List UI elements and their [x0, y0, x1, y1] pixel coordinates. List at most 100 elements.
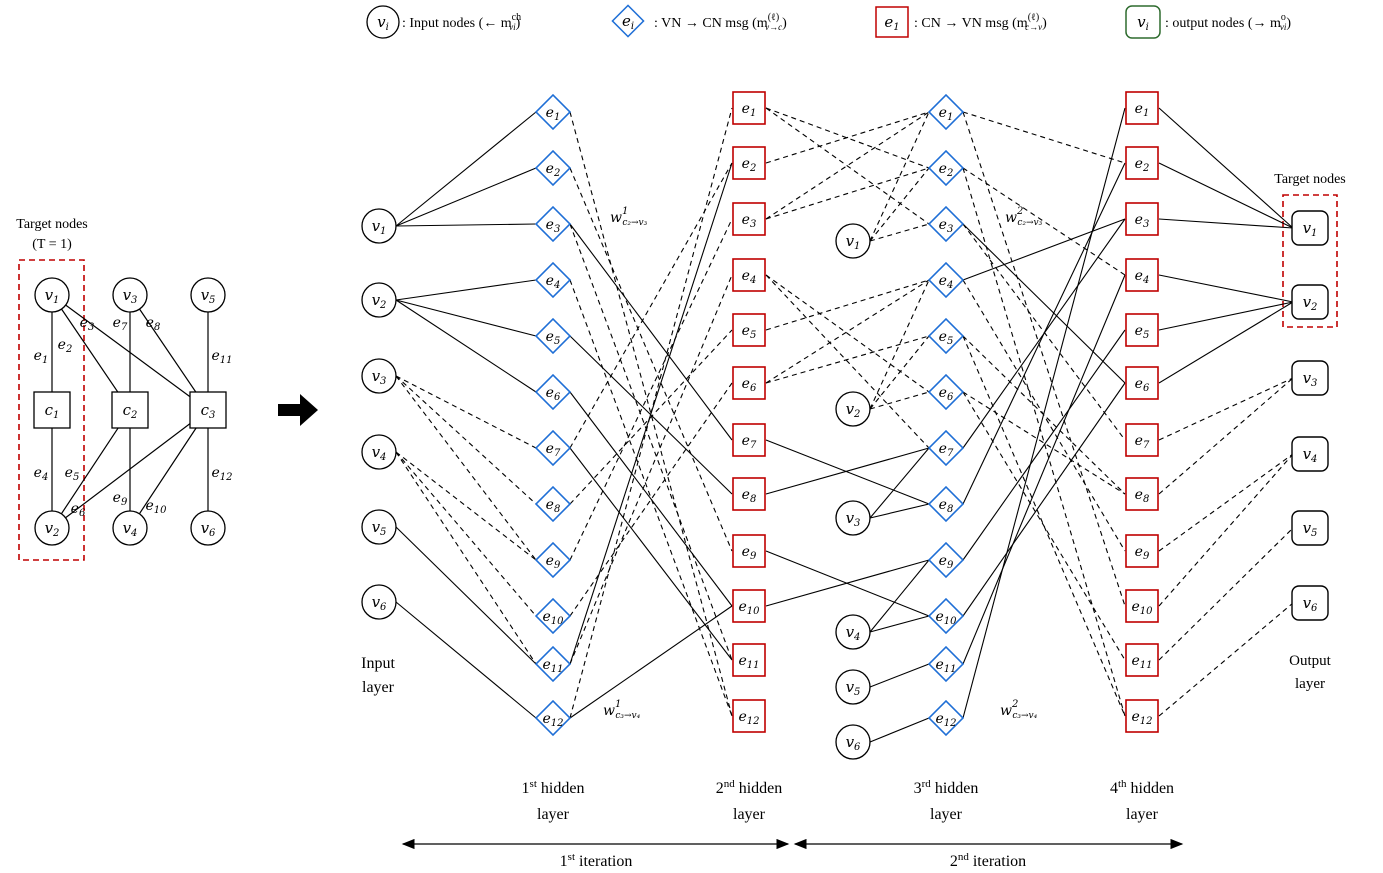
hidden2-cn-node: e9: [732, 534, 766, 568]
svg-text:e10: e10: [542, 609, 564, 627]
hidden2-cn-node: e8: [732, 477, 766, 511]
message-edge: [962, 382, 1126, 617]
channel-var-node: v6: [835, 724, 871, 760]
output-layer-label: Output: [1289, 653, 1332, 669]
tanner-edge-label: e2: [58, 337, 73, 355]
legend-input-node: vi : Input nodes (← mch vi): [366, 5, 521, 39]
message-edge-dashed: [1158, 377, 1294, 495]
svg-text:e11: e11: [935, 657, 956, 675]
svg-text:e2: e2: [742, 156, 757, 174]
tanner-var-node: v6: [190, 510, 226, 546]
message-edge-dashed: [569, 218, 733, 561]
message-edge-dashed: [962, 335, 1126, 495]
message-edge: [869, 559, 930, 633]
message-edge-dashed: [1158, 602, 1294, 717]
hidden-layer-1-word: layer: [537, 806, 570, 823]
input-layer-label: Input: [361, 655, 395, 672]
hidden3-vn-node: e6: [927, 373, 965, 411]
svg-text:e5: e5: [939, 329, 954, 347]
hidden3-vn-node: e9: [927, 541, 965, 579]
tanner-var-node: v1: [34, 277, 70, 313]
message-edge: [962, 329, 1126, 561]
message-edge-dashed: [962, 111, 1126, 164]
tanner-target-t: (T = 1): [32, 237, 72, 252]
message-edge: [962, 162, 1126, 505]
message-edge: [1158, 301, 1294, 384]
hidden1-vn-node: e5: [534, 317, 572, 355]
tanner-edge: [129, 294, 209, 411]
message-edge-dashed: [569, 162, 733, 449]
svg-text:e7: e7: [1135, 433, 1150, 451]
svg-text:e7: e7: [546, 441, 561, 459]
hidden4-cn-node: e10: [1125, 589, 1159, 623]
hidden4-cn-node: e11: [1125, 643, 1159, 677]
svg-text:e5: e5: [742, 323, 757, 341]
hidden2-cn-node: e4: [732, 258, 766, 292]
message-edge-dashed: [395, 375, 537, 561]
svg-text:v6: v6: [1303, 594, 1318, 614]
tanner-check-node: c1: [33, 391, 71, 429]
hidden-layer-2-word: layer: [733, 806, 766, 823]
hidden3-vn-node: e8: [927, 485, 965, 523]
legend: vi : Input nodes (← mch vi) ei : VN → CN …: [366, 4, 1291, 39]
message-edge-dashed: [765, 279, 930, 331]
message-edge-dashed: [765, 167, 930, 220]
svg-text:e9: e9: [742, 544, 757, 562]
hidden3-vn-node: e10: [927, 597, 965, 635]
weight-w2-c2-v3: w2 c₂→v₃: [1005, 206, 1043, 228]
message-edge-dashed: [569, 329, 733, 505]
target-nodes-label: Target nodes: [1274, 172, 1345, 187]
svg-text:e3: e3: [546, 217, 561, 235]
hidden-layer-1-label: 1st hidden: [522, 778, 585, 797]
svg-text:c3: c3: [201, 401, 216, 421]
output-var-node: v5: [1291, 510, 1329, 546]
svg-text:: VN → CN msg (m(ℓ)v→c): : VN → CN msg (m(ℓ) v→c): [654, 12, 787, 32]
weight-w2-c3-v4: w2 c₃→v₄: [1000, 699, 1038, 721]
hidden-layer-3-label: 3rd hidden: [914, 778, 979, 797]
svg-text:e3: e3: [1135, 212, 1150, 230]
message-edge: [962, 274, 1126, 665]
svg-text:v6: v6: [201, 519, 216, 539]
svg-text:v4: v4: [372, 443, 387, 463]
hidden-layer-3-word: layer: [930, 806, 963, 823]
svg-text:v4: v4: [846, 623, 861, 643]
message-edge: [962, 107, 1126, 719]
svg-text:e2: e2: [546, 161, 561, 179]
input-var-node: v3: [361, 358, 397, 394]
svg-text:c2: c2: [123, 401, 138, 421]
svg-text:v1: v1: [45, 286, 60, 306]
tanner-edge-label: e7: [113, 315, 128, 333]
svg-text:e5: e5: [546, 329, 561, 347]
svg-text:e8: e8: [1135, 487, 1150, 505]
output-var-node: v3: [1291, 360, 1329, 396]
weight-w1-c2-v3: w1 c₂→v₃: [610, 206, 648, 228]
tanner-edge: [51, 409, 131, 529]
input-var-node: v6: [361, 584, 397, 620]
svg-text:v2: v2: [45, 519, 60, 539]
legend-vn-node: ei : VN → CN msg (m(ℓ) v→c): [611, 4, 787, 38]
svg-text:e7: e7: [742, 433, 757, 451]
svg-text:e8: e8: [742, 487, 757, 505]
message-edge: [569, 605, 733, 719]
message-edge: [395, 111, 537, 227]
svg-text:v5: v5: [372, 518, 387, 538]
message-edge-dashed: [869, 335, 930, 410]
svg-text:e6: e6: [546, 385, 561, 403]
tanner-check-node: c2: [111, 391, 149, 429]
tanner-edge-label: e11: [211, 348, 232, 366]
message-edge-dashed: [869, 279, 930, 410]
hidden2-cn-node: e3: [732, 202, 766, 236]
svg-text:e12: e12: [935, 711, 956, 729]
message-edge: [765, 559, 930, 607]
message-edge-dashed: [962, 223, 1126, 441]
network-edges: [395, 107, 1294, 743]
svg-text:v1: v1: [372, 217, 387, 237]
message-edge-dashed: [765, 274, 930, 393]
message-edge: [962, 223, 1126, 384]
message-edge-dashed: [395, 375, 537, 505]
message-edge-dashed: [962, 279, 1126, 552]
hidden3-vn-node: e2: [927, 149, 965, 187]
hidden2-cn-node: e6: [732, 366, 766, 400]
